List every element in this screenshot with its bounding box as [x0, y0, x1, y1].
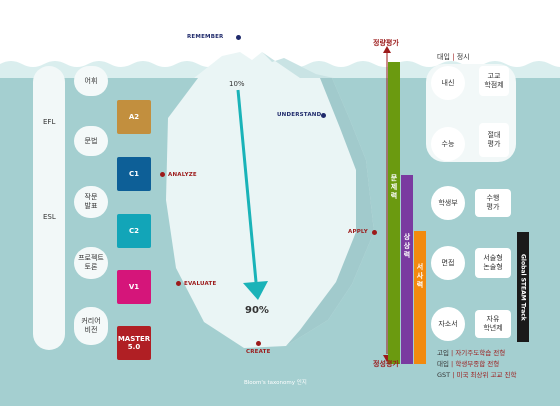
- legend-text-highschool: 자기주도학습 전형: [455, 349, 506, 357]
- label-analyze: ANALYZE: [168, 172, 197, 178]
- program-esl: ESL: [43, 213, 56, 221]
- skill-project: 프로젝트 토론: [74, 247, 108, 279]
- bar-imagination-label: 상상력: [403, 233, 411, 260]
- adm-box-credit: 고교 학점제: [479, 66, 509, 96]
- adm-box-performance: 수행 평가: [475, 189, 511, 217]
- bar-narrative: 서사력: [414, 231, 426, 364]
- legend-row-highschool: 고입 | 자기주도학습 전형: [437, 349, 506, 357]
- pct-bottom: 90%: [245, 305, 269, 316]
- adm-circle-grades: 내신: [431, 66, 465, 100]
- level-v1: V1: [117, 270, 151, 304]
- legend-row-university: 대입 | 학생부종합 전형: [437, 360, 500, 368]
- label-remember: REMEMBER: [187, 34, 224, 40]
- admissions-header-b: 정시: [456, 53, 470, 61]
- dot-understand: [321, 113, 326, 118]
- bar-imagination: 상상력: [401, 175, 413, 364]
- program-efl: EFL: [43, 118, 56, 126]
- adm-circle-essay: 자소서: [431, 307, 465, 341]
- adm-box-descriptive: 서술형 논술형: [475, 248, 511, 278]
- bar-problem: 문제력: [388, 62, 400, 364]
- dot-analyze: [160, 172, 165, 177]
- pct-top: 10%: [229, 80, 245, 88]
- legend-key-gst: GST: [437, 371, 451, 379]
- bars-top-label: 정량평가: [373, 39, 399, 47]
- admissions-legend: 고입 | 자기주도학습 전형 대입 | 학생부종합 전형 GST | 미국 최상…: [437, 348, 517, 381]
- bar-problem-label: 문제력: [390, 174, 398, 201]
- dot-remember: [236, 35, 241, 40]
- depth-arrow-shaft: [236, 89, 258, 283]
- global-steam-track: Global STEAM Track: [517, 232, 529, 342]
- admissions-header-sep: |: [452, 53, 455, 61]
- legend-text-gst: 미국 최상위 고교 진학: [456, 371, 517, 379]
- level-master: MASTER 5.0: [117, 326, 151, 360]
- level-c2: C2: [117, 214, 151, 248]
- adm-circle-record: 학생부: [431, 186, 465, 220]
- dot-apply: [372, 230, 377, 235]
- sky: [0, 0, 560, 70]
- label-apply: APPLY: [348, 229, 368, 235]
- program-column: [33, 66, 65, 350]
- admissions-header-a: 대입: [437, 53, 450, 61]
- dot-evaluate: [176, 281, 181, 286]
- label-evaluate: EVALUATE: [184, 281, 217, 287]
- depth-arrow-head: [243, 281, 268, 300]
- skill-vocabulary: 어휘: [74, 66, 108, 96]
- admissions-header: 대입 | 정시: [437, 52, 470, 62]
- dot-create: [256, 341, 261, 346]
- level-a2: A2: [117, 100, 151, 134]
- adm-circle-suneung: 수능: [431, 127, 465, 161]
- iceberg-shade: [286, 78, 374, 346]
- adm-box-free-semester: 자유 학년제: [475, 310, 511, 338]
- skill-grammar: 문법: [74, 126, 108, 156]
- bars-bottom-label: 정성평가: [373, 360, 399, 368]
- iceberg-underwater: [166, 78, 374, 348]
- legend-row-gst: GST | 미국 최상위 고교 진학: [437, 371, 517, 379]
- global-steam-track-label: Global STEAM Track: [519, 253, 527, 321]
- bar-narrative-label: 서사력: [416, 263, 424, 290]
- label-create: CREATE: [246, 349, 271, 355]
- level-c1: C1: [117, 157, 151, 191]
- skill-writing: 작문 발표: [74, 186, 108, 218]
- axis-arrow-up: [383, 46, 391, 53]
- legend-text-university: 학생부종합 전형: [455, 360, 500, 368]
- legend-key-highschool: 고입: [437, 349, 449, 357]
- legend-key-university: 대입: [437, 360, 449, 368]
- skill-career: 커리어 비전: [74, 307, 108, 345]
- adm-circle-interview: 면접: [431, 246, 465, 280]
- label-understand: UNDERSTAND: [277, 112, 322, 118]
- iceberg-tip-shade: [262, 52, 334, 78]
- adm-box-absolute: 절대 평가: [479, 123, 509, 157]
- bloom-caption: Bloom's taxonomy 인지: [244, 380, 307, 386]
